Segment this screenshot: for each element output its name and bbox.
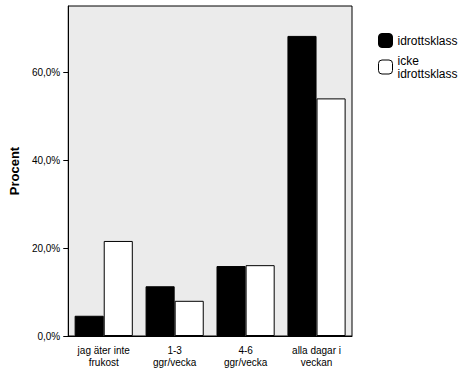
svg-text:icke: icke — [398, 54, 420, 68]
svg-text:alla dagar i: alla dagar i — [292, 345, 341, 356]
svg-text:frukost: frukost — [89, 357, 119, 368]
svg-text:40,0%: 40,0% — [32, 155, 60, 166]
svg-text:60,0%: 60,0% — [32, 67, 60, 78]
svg-text:jag äter inte: jag äter inte — [77, 345, 131, 356]
svg-text:ggr/vecka: ggr/vecka — [153, 357, 197, 368]
svg-text:20,0%: 20,0% — [32, 243, 60, 254]
svg-text:4-6: 4-6 — [238, 345, 253, 356]
svg-text:0,0%: 0,0% — [37, 331, 60, 342]
svg-text:1-3: 1-3 — [167, 345, 182, 356]
svg-text:veckan: veckan — [301, 357, 333, 368]
svg-text:ggr/vecka: ggr/vecka — [224, 357, 268, 368]
svg-text:Procent: Procent — [7, 146, 22, 195]
svg-text:idrottsklass: idrottsklass — [398, 34, 458, 48]
svg-text:idrottsklass: idrottsklass — [398, 67, 458, 81]
